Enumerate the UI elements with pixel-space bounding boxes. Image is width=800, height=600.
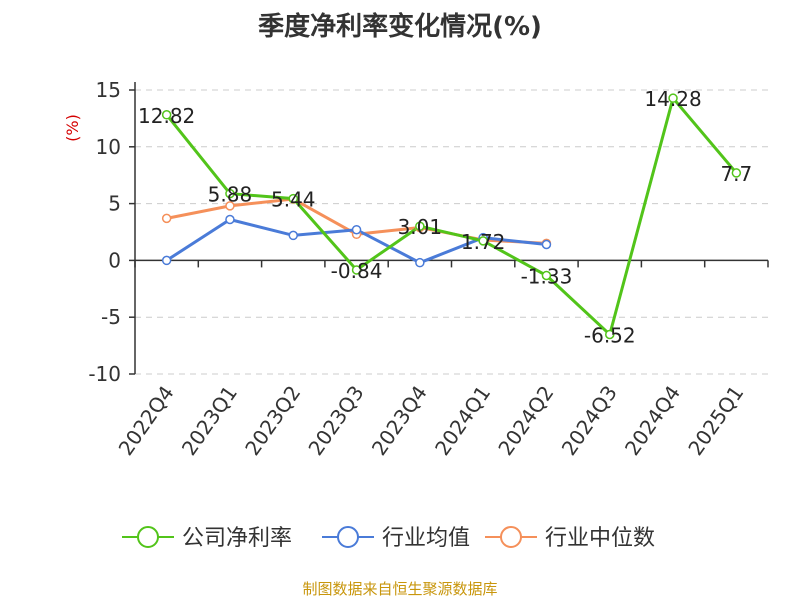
data-label: 12.82 — [138, 104, 195, 128]
data-label: 1.72 — [461, 230, 506, 254]
data-point — [541, 239, 552, 250]
y-tick-label: 5 — [108, 192, 121, 216]
x-tick-label: 2022Q4 — [114, 381, 179, 460]
y-tick-label: 10 — [96, 135, 121, 159]
data-point — [415, 221, 425, 231]
x-tick-label: 2024Q1 — [430, 381, 495, 460]
data-point — [731, 168, 742, 178]
data-point — [351, 224, 362, 235]
series-line-0 — [165, 95, 738, 338]
legend-marker — [337, 526, 359, 548]
data-label: -1.33 — [521, 265, 573, 289]
data-label: -0.84 — [331, 259, 383, 283]
data-point — [668, 93, 678, 103]
data-point — [541, 270, 552, 281]
y-tick-label: -10 — [88, 362, 121, 386]
y-tick-label: 15 — [96, 78, 121, 102]
data-point — [415, 257, 425, 268]
chart-title: 季度净利率变化情况(%) — [258, 12, 542, 42]
x-tick-label: 2025Q1 — [683, 381, 748, 460]
x-tick-label: 2023Q4 — [367, 381, 432, 460]
legend-label: 公司净利率 — [182, 526, 292, 551]
data-point — [225, 214, 235, 225]
legend-label: 行业中位数 — [545, 526, 655, 551]
data-point — [478, 236, 488, 246]
legend-label: 行业均值 — [382, 526, 470, 551]
data-point — [351, 265, 362, 275]
x-tick-label: 2023Q1 — [177, 381, 242, 460]
data-point — [161, 110, 172, 120]
data-point — [288, 193, 298, 204]
data-label: 5.44 — [271, 188, 316, 212]
data-label: 5.88 — [208, 183, 253, 207]
data-point — [225, 188, 235, 199]
x-tick-label: 2024Q3 — [557, 381, 622, 460]
y-tick-label: 0 — [108, 248, 121, 272]
data-point — [225, 201, 235, 211]
x-tick-label: 2023Q2 — [240, 381, 305, 460]
data-label: -6.52 — [584, 323, 636, 347]
y-axis-label: (%) — [63, 114, 82, 142]
legend-marker — [500, 526, 522, 548]
legend-marker — [137, 526, 159, 548]
x-tick-label: 2024Q4 — [620, 381, 685, 460]
data-point — [161, 255, 172, 266]
data-label: 7.7 — [720, 162, 752, 186]
data-label: 3.01 — [398, 215, 443, 239]
y-tick-label: -5 — [101, 305, 121, 329]
data-point — [161, 213, 172, 224]
data-point — [288, 230, 298, 241]
source-note: 制图数据来自恒生聚源数据库 — [302, 580, 498, 598]
data-label: 14.28 — [644, 87, 701, 111]
data-point — [605, 329, 615, 340]
x-tick-label: 2023Q3 — [303, 381, 368, 460]
x-tick-label: 2024Q2 — [493, 381, 558, 460]
